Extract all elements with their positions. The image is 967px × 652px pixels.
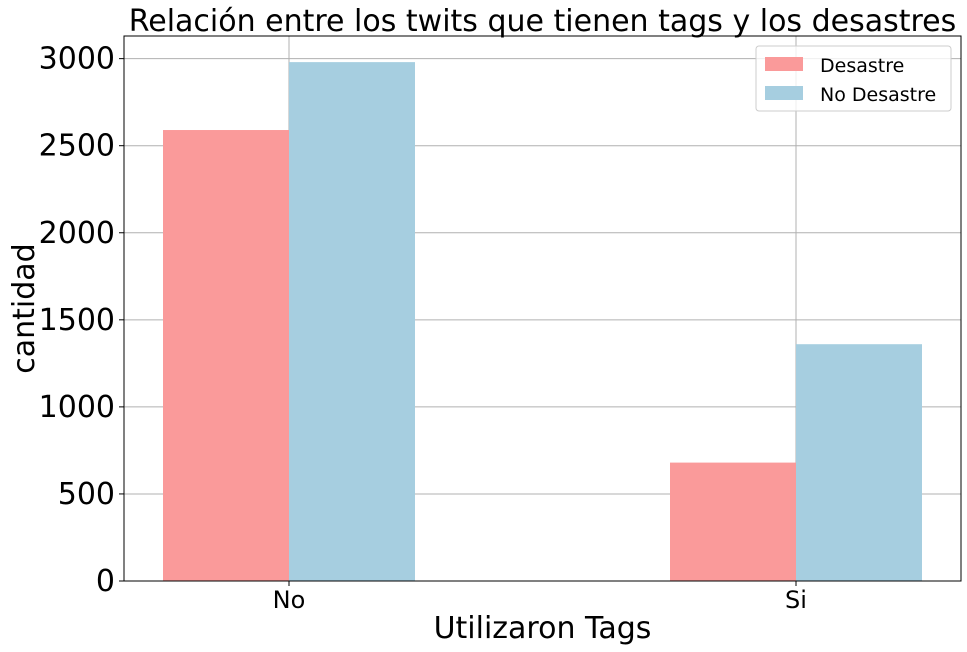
bar-desastre-no: [163, 130, 289, 581]
legend-box: [755, 45, 952, 112]
y-ticks: 0 500 1000 1500 2000 2500 3000: [39, 42, 124, 599]
chart-title: Relación entre los twits que tienen tags…: [129, 4, 957, 39]
x-axis-label: Utilizaron Tags: [434, 611, 652, 646]
legend-label: No Desastre: [820, 84, 936, 106]
x-ticks: No Si: [273, 581, 807, 614]
bar-no-desastre-no: [289, 62, 415, 581]
legend-swatch: [765, 57, 803, 71]
bar-no-desastre-si: [796, 344, 922, 581]
axes: [123, 35, 962, 582]
legend: Desastre No Desastre: [755, 45, 952, 112]
bar-desastre-si: [670, 462, 796, 581]
x-tick-label-no: No: [273, 586, 306, 614]
y-tick-label: 0: [96, 564, 115, 599]
y-tick-label: 1500: [39, 303, 115, 338]
legend-swatch: [765, 86, 803, 100]
x-tick-label-si: Si: [785, 586, 807, 614]
y-tick-label: 2000: [39, 216, 115, 251]
y-axis-label: cantidad: [7, 243, 42, 373]
y-tick-label: 2500: [39, 129, 115, 164]
plot-frame: [123, 35, 962, 582]
y-tick-label: 1000: [39, 390, 115, 425]
legend-label: Desastre: [820, 55, 904, 77]
y-tick-label: 500: [58, 477, 115, 512]
y-tick-label: 3000: [39, 42, 115, 77]
bars: [163, 62, 922, 581]
